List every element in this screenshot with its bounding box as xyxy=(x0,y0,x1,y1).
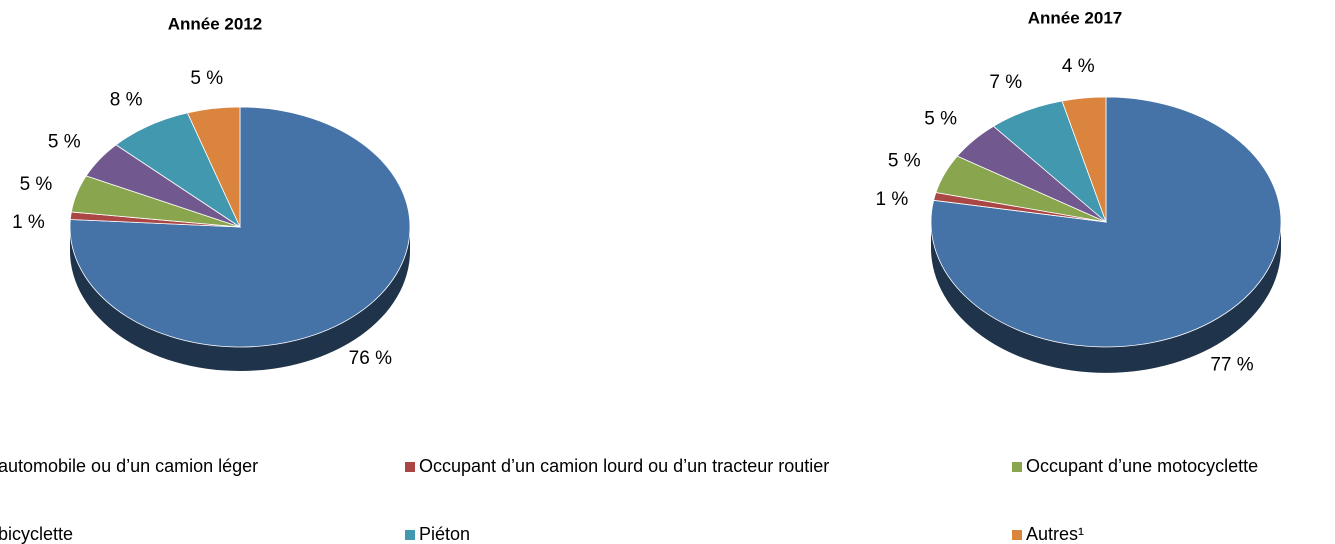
legend-marker xyxy=(405,462,415,472)
data-label: 1 % xyxy=(876,189,909,210)
chart-title: Année 2017 xyxy=(1028,8,1123,27)
legend-marker xyxy=(1012,462,1022,472)
legend-label: Occupant d’une motocyclette xyxy=(1026,456,1258,476)
data-label: 7 % xyxy=(989,72,1022,93)
legend-label: automobile ou d’un camion léger xyxy=(0,456,258,476)
data-label: 1 % xyxy=(12,212,45,233)
legend-marker xyxy=(405,530,415,540)
data-label: 76 % xyxy=(349,348,392,369)
data-label: 8 % xyxy=(110,89,143,110)
data-label: 5 % xyxy=(20,174,53,195)
legend-marker xyxy=(1012,530,1022,540)
chart-title: Année 2012 xyxy=(168,14,263,33)
data-label: 77 % xyxy=(1210,354,1253,375)
pie-slice xyxy=(186,106,241,228)
data-label: 5 % xyxy=(888,151,921,172)
pie-side xyxy=(70,227,410,371)
legend-label: bicyclette xyxy=(0,524,73,544)
data-label: 5 % xyxy=(924,109,957,130)
pie-slice xyxy=(1061,96,1107,223)
legend-label: Autres¹ xyxy=(1026,524,1084,544)
data-label: 5 % xyxy=(190,68,223,89)
pie-slice xyxy=(69,106,411,348)
pie-side xyxy=(931,222,1281,373)
data-label: 5 % xyxy=(48,132,81,153)
legend-label: Occupant d’un camion lourd ou d’un tract… xyxy=(419,456,829,476)
legend-label: Piéton xyxy=(419,524,470,544)
data-label: 4 % xyxy=(1062,56,1095,77)
